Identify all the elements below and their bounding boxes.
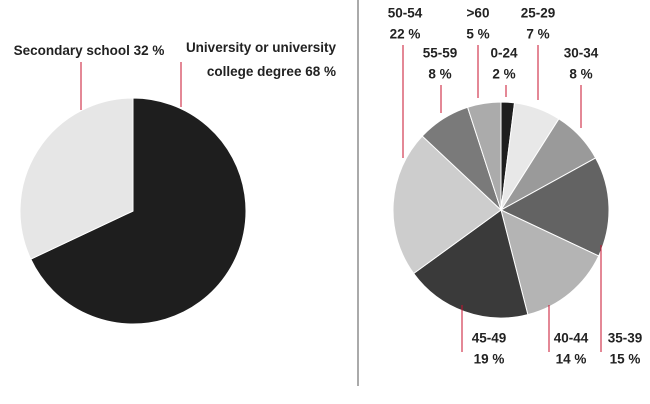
slice-label: University or university college degree … [176, 36, 336, 84]
category-label: 50-54 [388, 6, 423, 21]
category-label: Secondary school [14, 43, 130, 58]
pie-slice [19, 97, 134, 260]
category-label: 45-49 [472, 331, 507, 346]
value-label: 5 % [466, 27, 489, 42]
value-label: 8 % [428, 67, 451, 82]
value-label: 15 % [610, 352, 641, 367]
value-label: 14 % [556, 352, 587, 367]
value-label: 32 % [134, 43, 165, 58]
label-part: 68 % [305, 64, 336, 79]
category-label: >60 [467, 6, 490, 21]
category-label: 55-59 [423, 46, 458, 61]
pie-slice [500, 209, 600, 316]
category-label: 25-29 [521, 6, 556, 21]
category-label: 30-34 [564, 46, 599, 61]
pie-slice [392, 135, 502, 275]
pie-slice [466, 101, 502, 211]
value-label: 22 % [390, 27, 421, 42]
category-label: 35-39 [608, 331, 643, 346]
pie-slice [30, 97, 247, 325]
category-label: 40-44 [554, 331, 589, 346]
slice-label: Secondary school 32 % [14, 43, 165, 58]
pie-slice [412, 209, 529, 319]
value-label: 19 % [474, 352, 505, 367]
category-label: 0-24 [490, 46, 518, 61]
value-label: 2 % [492, 67, 515, 82]
value-label: 8 % [569, 67, 592, 82]
value-label: 7 % [526, 27, 549, 42]
label-part: University or university college degree [185, 40, 336, 79]
